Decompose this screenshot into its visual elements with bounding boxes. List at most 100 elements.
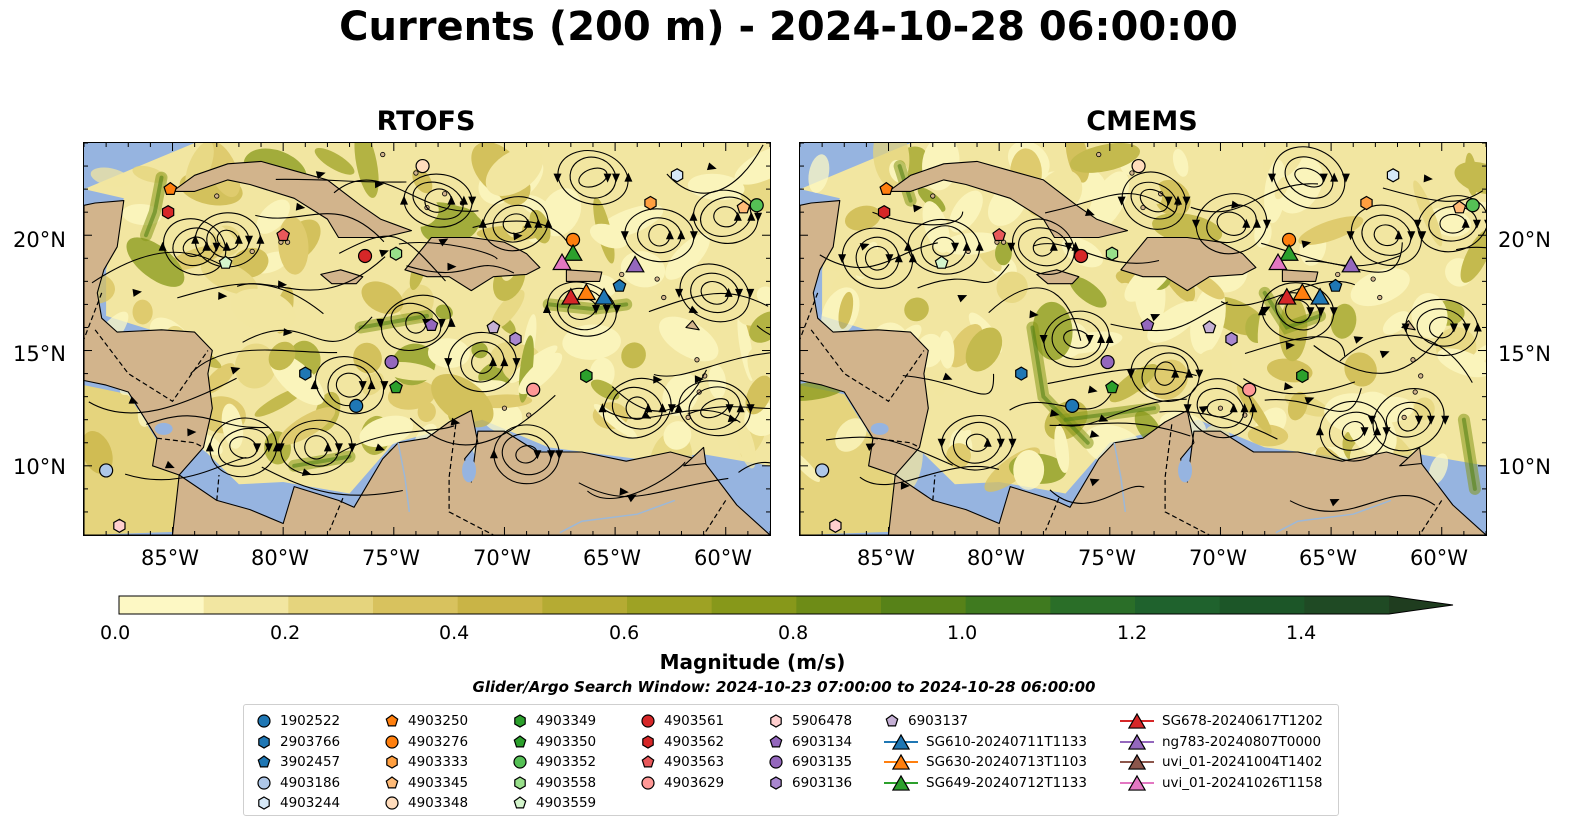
marker-5906478[interactable]: [829, 518, 842, 533]
marker-4903562[interactable]: [877, 205, 891, 220]
legend-label: 4903349: [536, 713, 597, 729]
colorbar-segment: [711, 596, 797, 614]
marker-uvi_01-20241026T1158[interactable]: [1268, 252, 1288, 271]
colorbar-segment: [203, 596, 289, 614]
marker-4903558[interactable]: [1105, 246, 1119, 261]
lon-tick-label: 80°W: [967, 546, 1025, 570]
marker-4903559[interactable]: [218, 255, 233, 269]
legend-item: 4903348: [384, 793, 468, 813]
legend-item: 6903137: [884, 711, 968, 731]
marker-4903561[interactable]: [357, 248, 373, 264]
legend-marker-icon: [884, 753, 918, 770]
marker-6903136[interactable]: [509, 331, 522, 347]
marker-1902522[interactable]: [1065, 398, 1080, 413]
marker-4903348[interactable]: [1131, 158, 1146, 174]
marker-4903244[interactable]: [670, 168, 684, 183]
legend-marker-icon: [884, 733, 918, 750]
marker-4903348[interactable]: [415, 158, 430, 174]
marker-uvi_01-20241026T1158[interactable]: [552, 252, 572, 271]
marker-6903136[interactable]: [1225, 331, 1238, 347]
marker-4903250[interactable]: [163, 181, 178, 196]
marker-4903561[interactable]: [1073, 248, 1089, 264]
marker-4903563[interactable]: [276, 227, 291, 242]
marker-4903186[interactable]: [815, 463, 830, 478]
marker-4903350[interactable]: [389, 380, 403, 394]
marker-3902457[interactable]: [1328, 278, 1343, 292]
legend-marker-icon: [884, 774, 918, 791]
legend-marker-icon: [641, 755, 655, 768]
legend-item: 3902457: [256, 752, 340, 772]
marker-SG649-20240712T1133[interactable]: [1279, 243, 1299, 261]
legend-item: 4903561: [640, 711, 724, 731]
legend-marker-icon: [257, 775, 271, 790]
marker-3902457[interactable]: [612, 278, 627, 292]
marker-4903562[interactable]: [161, 205, 175, 220]
marker-4903629[interactable]: [526, 382, 541, 397]
legend-item: 4903333: [384, 752, 468, 772]
legend-label: 1902522: [280, 713, 341, 729]
marker-4903563[interactable]: [992, 227, 1007, 242]
marker-4903333[interactable]: [1360, 195, 1373, 211]
colorbar-segment: [1304, 596, 1390, 614]
lon-tick-label: 80°W: [251, 546, 309, 570]
legend-marker-icon: [770, 714, 782, 728]
colorbar-tick-label: 1.4: [1286, 622, 1317, 644]
marker-4903345[interactable]: [1452, 200, 1467, 214]
marker-4903349[interactable]: [580, 368, 593, 384]
marker-4903629[interactable]: [1242, 382, 1257, 397]
legend-label: ng783-20240807T0000: [1162, 733, 1322, 750]
marker-4903352[interactable]: [1465, 198, 1480, 213]
marker-4903244[interactable]: [1386, 168, 1400, 183]
marker-4903558[interactable]: [389, 246, 403, 261]
lon-tick-label: 85°W: [857, 546, 915, 570]
marker-6903134[interactable]: [1140, 317, 1155, 331]
marker-2903766[interactable]: [1015, 366, 1028, 381]
marker-SG610-20240711T1133[interactable]: [1310, 287, 1330, 305]
marker-4903349[interactable]: [1296, 368, 1309, 384]
colorbar-tick-label: 0.2: [270, 622, 301, 644]
marker-SG630-20240713T1103[interactable]: [1292, 282, 1313, 301]
legend-item: 6903135: [768, 752, 852, 772]
marker-1902522[interactable]: [349, 398, 364, 413]
marker-2903766[interactable]: [299, 366, 312, 381]
marker-ng783-20240807T0000[interactable]: [1341, 255, 1361, 273]
marker-SG630-20240713T1103[interactable]: [576, 282, 597, 301]
marker-6903137[interactable]: [1202, 320, 1217, 334]
marker-4903333[interactable]: [644, 195, 657, 211]
map-panel-cmems[interactable]: [799, 142, 1487, 536]
colorbar-tick-label: 1.0: [947, 622, 978, 644]
marker-4903345[interactable]: [736, 200, 751, 214]
legend-label: SG610-20240711T1133: [926, 733, 1087, 750]
marker-4903559[interactable]: [934, 255, 949, 269]
marker-SG610-20240711T1133[interactable]: [594, 287, 614, 305]
legend-label: 4903276: [408, 733, 469, 750]
marker-4903186[interactable]: [99, 463, 114, 478]
legend-label: 4903559: [536, 795, 597, 811]
marker-4903350[interactable]: [1105, 380, 1119, 394]
marker-6903135[interactable]: [384, 354, 399, 370]
marker-SG678-20240617T1202[interactable]: [561, 287, 581, 305]
marker-6903137[interactable]: [486, 320, 501, 334]
main-title: Currents (200 m) - 2024-10-28 06:00:00: [339, 4, 1238, 50]
marker-4903250[interactable]: [879, 181, 894, 196]
streamlines: [819, 146, 1486, 512]
legend-item: SG649-20240712T1133: [884, 773, 1087, 793]
marker-6903134[interactable]: [424, 317, 439, 331]
legend-marker-icon: [386, 755, 398, 769]
legend-item: SG630-20240713T1103: [884, 752, 1087, 772]
marker-ng783-20240807T0000[interactable]: [625, 255, 645, 273]
marker-6903135[interactable]: [1100, 354, 1115, 370]
legend-label: uvi_01-20241026T1158: [1162, 774, 1323, 791]
marker-5906478[interactable]: [113, 518, 126, 533]
marker-SG678-20240617T1202[interactable]: [1277, 287, 1297, 305]
lat-tick-label: 10°N: [13, 455, 66, 479]
legend-label: 4903348: [408, 795, 469, 811]
legend-item: 5906478: [768, 711, 852, 731]
colorbar-segment: [542, 596, 628, 614]
map-panel-rtofs[interactable]: [83, 142, 771, 536]
legend-marker-icon: [513, 796, 527, 809]
lat-tick-label: 20°N: [1498, 228, 1551, 252]
legend-marker-icon: [513, 755, 527, 769]
marker-SG649-20240712T1133[interactable]: [563, 243, 583, 261]
marker-4903352[interactable]: [749, 198, 764, 213]
